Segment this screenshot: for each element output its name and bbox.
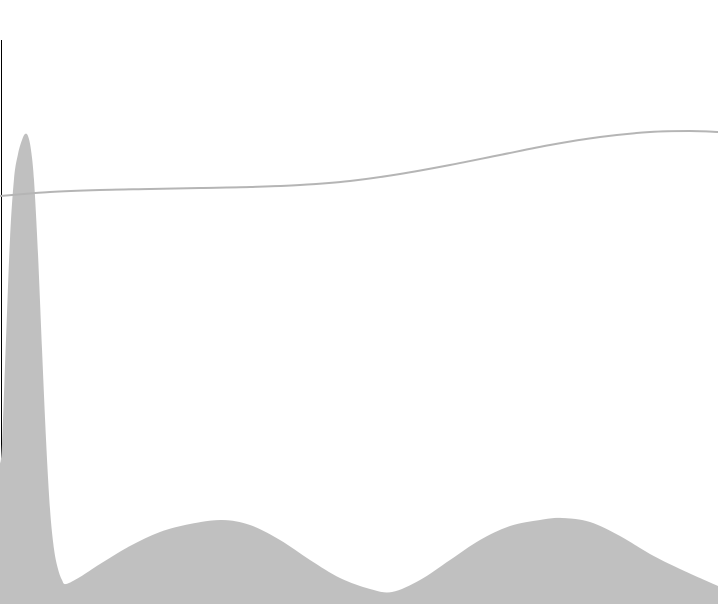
series-layer (0, 129, 718, 604)
series-area-0 (0, 133, 718, 604)
series-line-1 (0, 129, 718, 197)
